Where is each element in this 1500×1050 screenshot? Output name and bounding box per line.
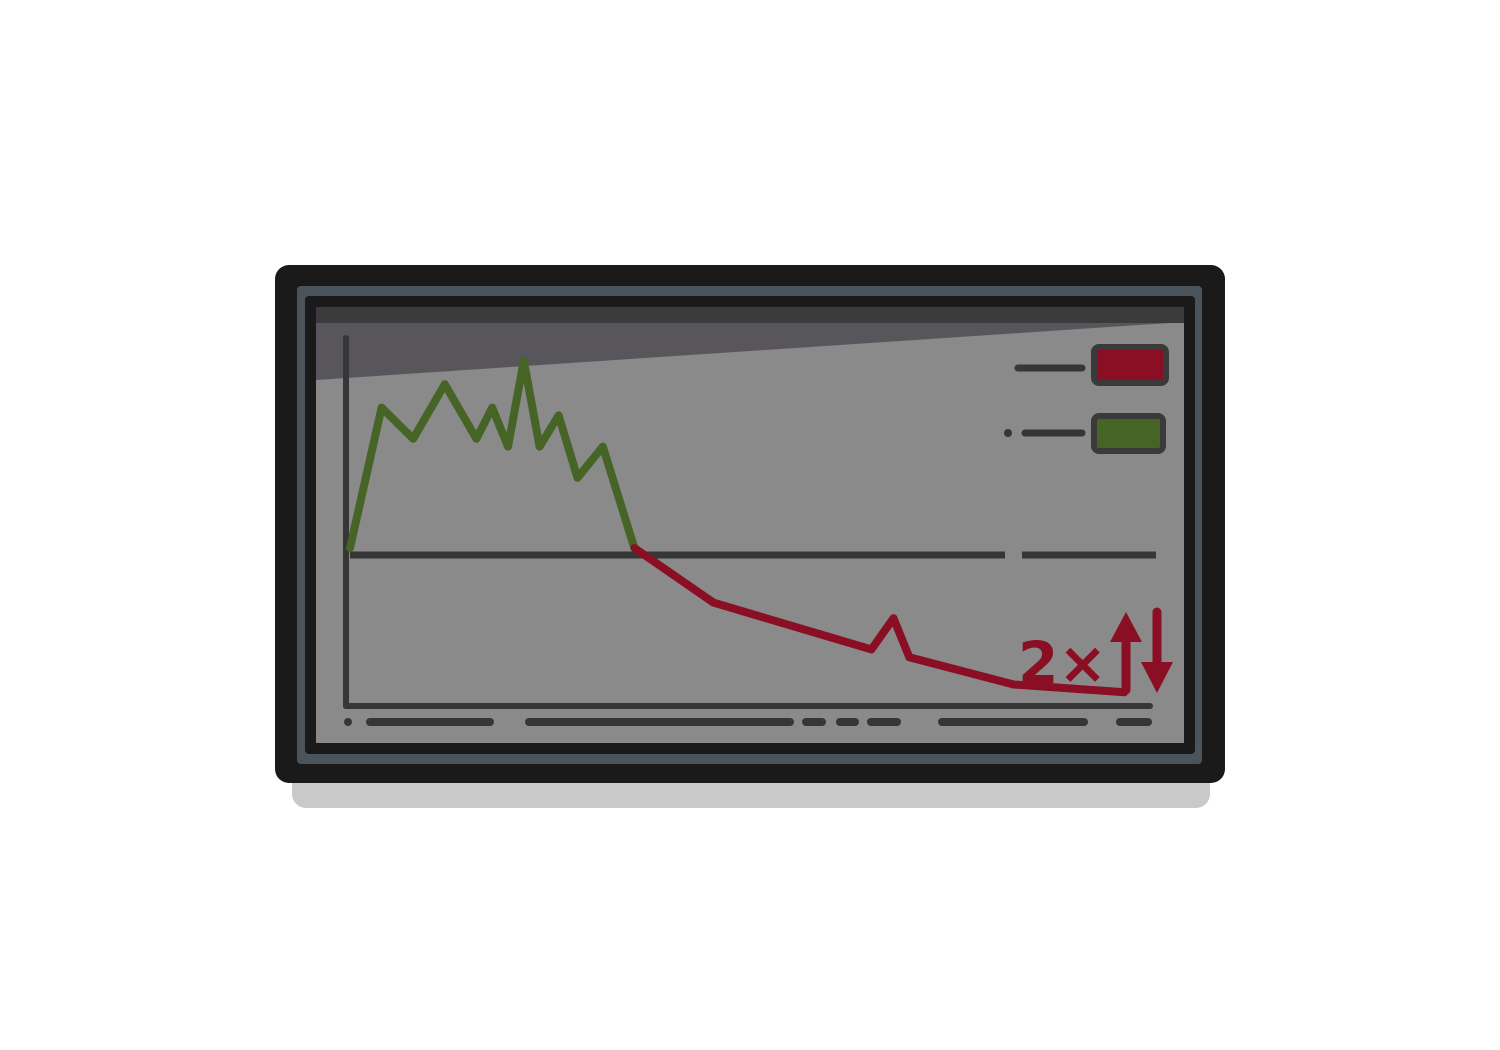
legend	[1004, 344, 1169, 454]
gain-series-line	[346, 356, 639, 552]
arrow-up-icon	[1110, 612, 1142, 695]
screen-glare	[316, 307, 1184, 380]
screen-top-edge	[316, 307, 1184, 323]
monitor-screen	[316, 307, 1184, 743]
arrow-down-icon	[1141, 607, 1173, 693]
legend-dot	[1004, 429, 1012, 437]
red-swatch-icon	[1091, 344, 1169, 386]
loss-series-line	[630, 544, 1129, 697]
green-swatch-icon	[1091, 413, 1166, 454]
multiplier-badge: 2×	[1018, 629, 1107, 697]
